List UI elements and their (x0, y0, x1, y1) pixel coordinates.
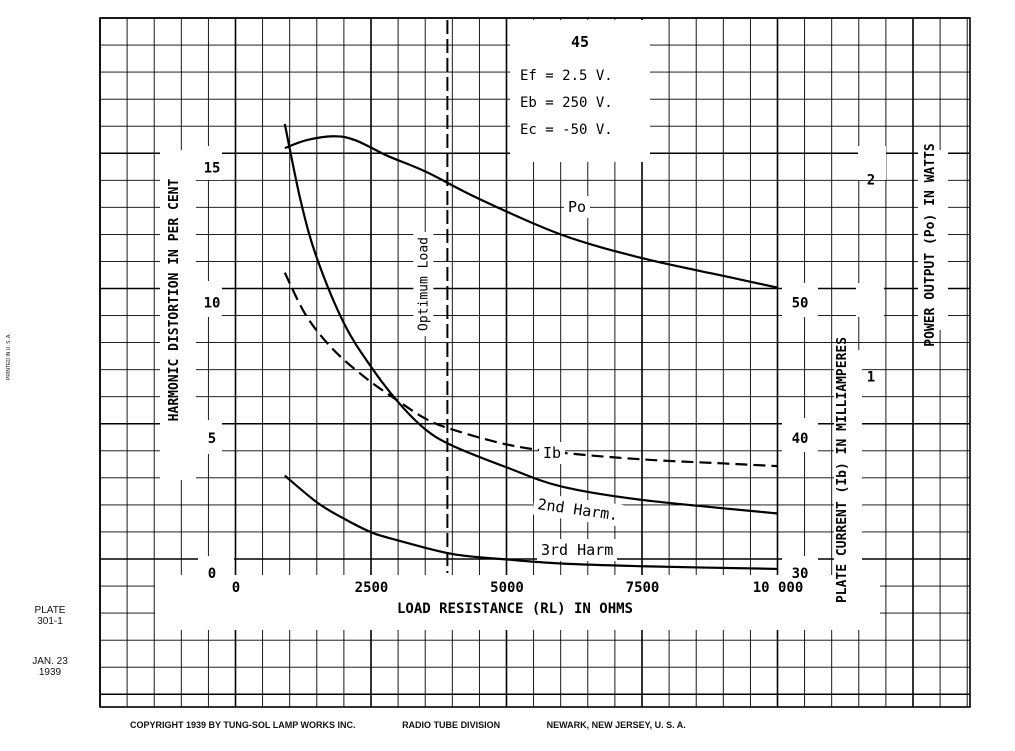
y-left-tick-label: 0 (208, 566, 216, 582)
date-label: JAN. 23 1939 (20, 656, 80, 678)
series-ib-label-bg (539, 442, 565, 464)
footer-division: RADIO TUBE DIVISION (402, 720, 501, 730)
y-left-axis-label: HARMONIC DISTORTION IN PER CENT (167, 179, 182, 422)
tick-bg-0 (198, 556, 234, 590)
x-label-strip (155, 575, 880, 630)
series-po-line (284, 135, 779, 289)
series-3rd-harm-line (284, 474, 779, 571)
y-power-tick-label: 1 (867, 369, 875, 385)
y-power-axis-label: POWER OUTPUT (Po) IN WATTS (923, 143, 938, 347)
y-plate-tick-label: 30 (792, 566, 809, 582)
series-ib-line (283, 272, 779, 468)
y-left-tick-label: 5 (208, 431, 216, 447)
y-plate-tick-label: 40 (792, 431, 809, 447)
series-po-label: Po (568, 198, 586, 216)
optimum-load-label-bg (413, 232, 434, 336)
y-power-label-strip (918, 150, 948, 330)
condition-box: 45 Ef = 2.5 V. Eb = 250 V. Ec = -50 V. (510, 20, 650, 162)
plate-text: PLATE (34, 605, 66, 616)
date-text: JAN. 23 (32, 656, 68, 667)
grid-border (99, 17, 971, 708)
y-left-label-strip (160, 150, 196, 480)
y-left-tick-label: 10 (204, 296, 221, 312)
tick-bg-1 (856, 283, 884, 317)
condition-ef: Ef = 2.5 V. (520, 68, 613, 84)
condition-ec: Ec = -50 V. (520, 122, 613, 138)
x-axis-label: LOAD RESISTANCE (RL) IN OHMS (397, 601, 633, 617)
tick-bg-30 (782, 556, 818, 590)
tick-labels: 0 2500 5000 7500 10 000 0 5 10 15 30 40 50 1 2 (204, 160, 876, 596)
series-ib-label: Ib (543, 444, 561, 462)
y-plate-tick-label: 50 (792, 296, 809, 312)
tick-bg-50 (782, 283, 818, 317)
year-text: 1939 (38, 667, 62, 678)
grid (99, 17, 971, 708)
x-tick-label: 7500 (626, 580, 660, 596)
printed-in-usa: PRINTED IN U. S. A. (6, 333, 12, 380)
x-tick-label: 5000 (490, 580, 524, 596)
chart-title: 45 (571, 33, 589, 51)
optimum-load-group: Optimum Load (413, 20, 449, 573)
y-power-tick-label: 2 (867, 173, 875, 189)
plate-number: 301-1 (37, 616, 63, 627)
footer-copyright: COPYRIGHT 1939 BY TUNG-SOL LAMP WORKS IN… (130, 720, 356, 730)
x-tick-label: 0 (232, 580, 240, 596)
condition-eb: Eb = 250 V. (520, 95, 613, 111)
series-3rd-harm-label-bg (537, 539, 617, 561)
axis-labels: LOAD RESISTANCE (RL) IN OHMS HARMONIC DI… (167, 143, 938, 617)
tick-bg-40 (782, 418, 818, 452)
series-3rd-harm-label: 3rd Harm (541, 541, 613, 559)
x-tick-label: 10 000 (753, 580, 804, 596)
optimum-load-label: Optimum Load (416, 237, 431, 331)
tick-bg-2 (858, 146, 886, 180)
series-2nd-harm-line (283, 123, 779, 515)
tick-bg-5 (196, 420, 222, 454)
footer-address: NEWARK, NEW JERSEY, U. S. A. (546, 720, 686, 730)
plate-label: PLATE 301-1 (20, 605, 80, 627)
tick-bg-10 (196, 281, 222, 317)
y-plate-label-strip (834, 350, 862, 610)
footer: COPYRIGHT 1939 BY TUNG-SOL LAMP WORKS IN… (130, 720, 1010, 730)
x-tick-label: 2500 (355, 580, 389, 596)
y-left-tick-label: 15 (204, 160, 221, 176)
series-2nd-harm-label-bg (532, 492, 624, 527)
y-plate-axis-label: PLATE CURRENT (Ib) IN MILLIAMPERES (835, 337, 850, 603)
series-po-label-bg (564, 196, 590, 218)
tick-bg-15 (196, 146, 222, 180)
